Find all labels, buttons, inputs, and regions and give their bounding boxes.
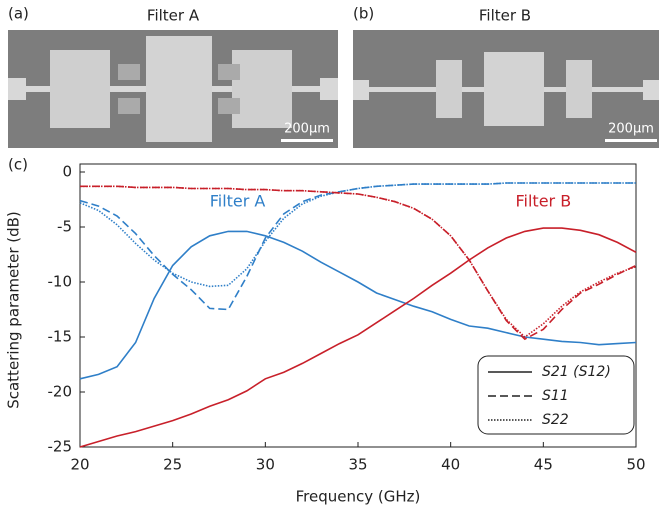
- pad: [353, 80, 369, 100]
- resonator: [436, 60, 462, 118]
- y-tick-label: -15: [48, 328, 73, 346]
- x-tick-label: 50: [626, 456, 645, 474]
- legend-label: S22: [542, 412, 569, 428]
- panel-title: Filter A: [147, 7, 200, 25]
- scale-label: 200μm: [284, 122, 330, 137]
- y-tick-label: -5: [57, 218, 72, 236]
- x-tick-label: 25: [163, 456, 182, 474]
- resonator: [146, 36, 212, 142]
- coupler: [218, 64, 240, 80]
- series-line: [79, 182, 636, 311]
- panel-label: (c): [8, 156, 28, 174]
- panel-title: Filter B: [479, 7, 531, 25]
- micrograph-b: [353, 30, 659, 148]
- resonator: [232, 50, 292, 128]
- x-tick-label: 40: [441, 456, 460, 474]
- x-tick-label: 30: [256, 456, 275, 474]
- pad: [643, 80, 659, 100]
- y-axis-title: Scattering parameter (dB): [5, 211, 23, 409]
- panel-label: (b): [353, 5, 374, 23]
- scale-bar: [605, 139, 657, 142]
- series-line: [79, 230, 637, 380]
- pad: [320, 78, 338, 100]
- coupler: [118, 98, 140, 114]
- annotation: Filter B: [515, 192, 571, 211]
- pad: [8, 78, 26, 100]
- panel-label: (a): [8, 5, 29, 23]
- scale-bar: [281, 139, 333, 142]
- legend-label: S11: [542, 388, 569, 404]
- annotation: Filter A: [210, 192, 266, 211]
- y-tick-label: 0: [62, 163, 72, 181]
- micrograph-a: [8, 30, 338, 148]
- y-tick-label: -25: [48, 438, 73, 456]
- coupler: [218, 98, 240, 114]
- legend-box: [477, 355, 635, 435]
- legend-label: S21 (S12): [542, 364, 611, 380]
- x-tick-label: 45: [534, 456, 553, 474]
- x-tick-label: 20: [70, 456, 89, 474]
- x-tick-label: 35: [348, 456, 367, 474]
- y-tick-label: -10: [48, 273, 73, 291]
- x-axis-title: Frequency (GHz): [296, 488, 421, 506]
- resonator: [484, 52, 544, 126]
- y-tick-label: -20: [48, 383, 73, 401]
- series-line: [79, 182, 636, 288]
- scale-label: 200μm: [608, 122, 654, 137]
- series-line: [79, 227, 637, 448]
- coupler: [118, 64, 140, 80]
- resonator: [50, 50, 110, 128]
- series-line: [80, 185, 637, 341]
- resonator: [566, 60, 592, 118]
